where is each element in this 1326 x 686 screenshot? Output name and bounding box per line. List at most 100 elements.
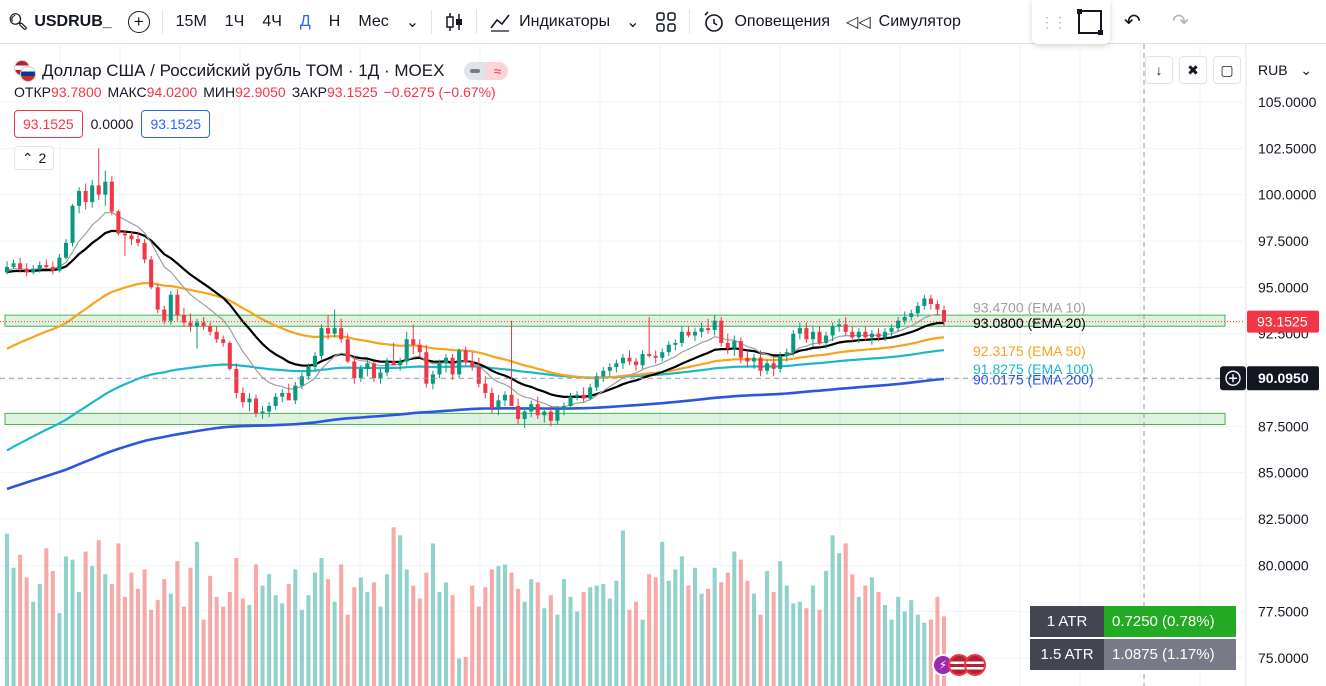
volume-bar	[326, 579, 331, 686]
candle-body	[371, 363, 376, 379]
atr-row: 1.5 ATR 1.0875 (1.17%)	[1030, 638, 1236, 670]
candle-body	[666, 344, 671, 353]
volume-bar	[588, 587, 593, 686]
candle-body	[758, 357, 763, 371]
candle-body	[37, 265, 42, 269]
volume-bar	[31, 601, 36, 686]
symbol-search[interactable]: 🔍︎ USDRUB_	[0, 0, 120, 44]
interval-1d[interactable]: Д	[299, 12, 311, 30]
chevron-down-icon: ⌄	[1300, 61, 1312, 78]
volume-bar	[620, 530, 625, 686]
intervals-dropdown[interactable]: ⌄	[398, 0, 427, 44]
candle-body	[319, 328, 324, 356]
drag-handle-icon[interactable]: ⋮⋮	[1040, 13, 1067, 30]
price-tick-label: 80.0000	[1258, 557, 1309, 573]
candle-body	[568, 396, 573, 406]
undo-icon: ↶	[1124, 11, 1141, 33]
volume-bar	[345, 614, 350, 686]
volume-bar	[57, 613, 62, 686]
interval-1h[interactable]: 1Ч	[224, 12, 245, 30]
interval-4h[interactable]: 4Ч	[262, 12, 282, 30]
sell-price-button[interactable]: 93.1525	[14, 110, 83, 138]
volume-bar	[96, 540, 101, 686]
volume-bar	[679, 556, 684, 686]
ohlc-values: ОТКР 93.7800 МАКС 94.0200 МИН 92.9050 ЗАКР 9…	[14, 84, 508, 104]
candle-body	[778, 355, 783, 369]
candle-body	[162, 309, 167, 321]
volume-bar	[371, 582, 376, 686]
candle-body	[581, 394, 586, 399]
layouts-button[interactable]	[647, 0, 685, 44]
fullscreen-button[interactable]: ▢	[1213, 56, 1241, 84]
volume-bar	[725, 572, 730, 686]
price-chart[interactable]: 93.4700 (EMA 10)93.0800 (EMA 20) 92.3175 …	[0, 44, 1326, 686]
candle-body	[791, 333, 796, 353]
price-tick-label: 75.0000	[1258, 650, 1309, 666]
candle-body	[535, 404, 540, 416]
separator	[431, 9, 433, 34]
candle-body	[57, 257, 62, 271]
volume-bar	[339, 564, 344, 686]
compare-button[interactable]: +	[120, 0, 158, 44]
candle-body	[293, 385, 298, 401]
volume-bar	[869, 577, 874, 686]
volume-bar	[935, 596, 940, 686]
search-icon: 🔍︎	[8, 13, 29, 31]
volume-bar	[253, 564, 259, 686]
indicators-dropdown[interactable]: ⌄	[618, 0, 647, 44]
candle-body	[679, 331, 684, 343]
candle-body	[286, 392, 291, 401]
replay-button[interactable]: ◁◁ Симулятор	[838, 0, 969, 44]
candle-body	[745, 357, 750, 362]
legend-title-row: Доллар США / Российский рубль TOM · 1Д ·…	[14, 58, 509, 84]
volume-bar	[293, 569, 298, 686]
volume-bar	[188, 567, 193, 686]
indicators-button[interactable]: Индикаторы	[481, 0, 618, 44]
indicators-icon	[490, 14, 510, 32]
ema-value-label: 90.0175 (EMA 200)	[973, 372, 1094, 388]
volume-bar	[640, 619, 645, 686]
interval-15m[interactable]: 15M	[175, 12, 207, 30]
candle-body	[122, 233, 127, 236]
symbol-description[interactable]: Доллар США / Российский рубль TOM · 1Д ·…	[42, 61, 445, 80]
candle-body	[214, 331, 219, 340]
indicators-collapse-button[interactable]: ⌃ 2	[14, 146, 54, 170]
currency-selector[interactable]: RUB ⌄	[1250, 56, 1320, 84]
interval-1w[interactable]: Н	[328, 12, 341, 30]
volume-bar	[915, 614, 920, 686]
candle-body	[837, 324, 842, 327]
volume-bar	[385, 574, 390, 686]
collapse-button[interactable]: ✖	[1179, 56, 1207, 84]
us-flag-icon[interactable]	[964, 654, 986, 676]
buy-price-button[interactable]: 93.1525	[141, 110, 211, 138]
volume-bar	[784, 585, 789, 686]
candle-body	[326, 328, 331, 334]
candle-body	[201, 322, 206, 327]
scroll-down-button[interactable]: ↓	[1145, 56, 1173, 84]
interval-1m[interactable]: Мес	[358, 12, 389, 30]
candle-body	[542, 411, 547, 416]
undo-button[interactable]: ↶	[1116, 0, 1149, 44]
market-status[interactable]: ≈	[464, 62, 509, 80]
add-alert-plus-icon[interactable]	[1220, 366, 1246, 391]
candle-body	[876, 333, 881, 338]
candle-body	[63, 242, 69, 258]
volume-bar	[365, 592, 370, 686]
volume-bar	[483, 587, 488, 686]
candle-body	[640, 354, 645, 366]
candle-body	[443, 357, 449, 364]
price-tick-label: 87.5000	[1258, 418, 1309, 434]
price-tick-label: 100.0000	[1258, 187, 1317, 203]
volume-bar	[214, 596, 219, 686]
volume-bar	[692, 567, 698, 686]
arrow-down-icon: ↓	[1155, 62, 1163, 78]
chart-type-button[interactable]	[436, 0, 472, 44]
alerts-button[interactable]: Оповещения	[694, 0, 838, 44]
volume-bar	[882, 605, 888, 686]
redo-button[interactable]: ↷	[1164, 0, 1197, 44]
rectangle-tool-icon[interactable]	[1077, 9, 1103, 35]
volume-bar	[234, 558, 239, 686]
candle-body	[240, 392, 245, 403]
volume-bar	[902, 611, 907, 686]
candle-body	[267, 405, 272, 412]
